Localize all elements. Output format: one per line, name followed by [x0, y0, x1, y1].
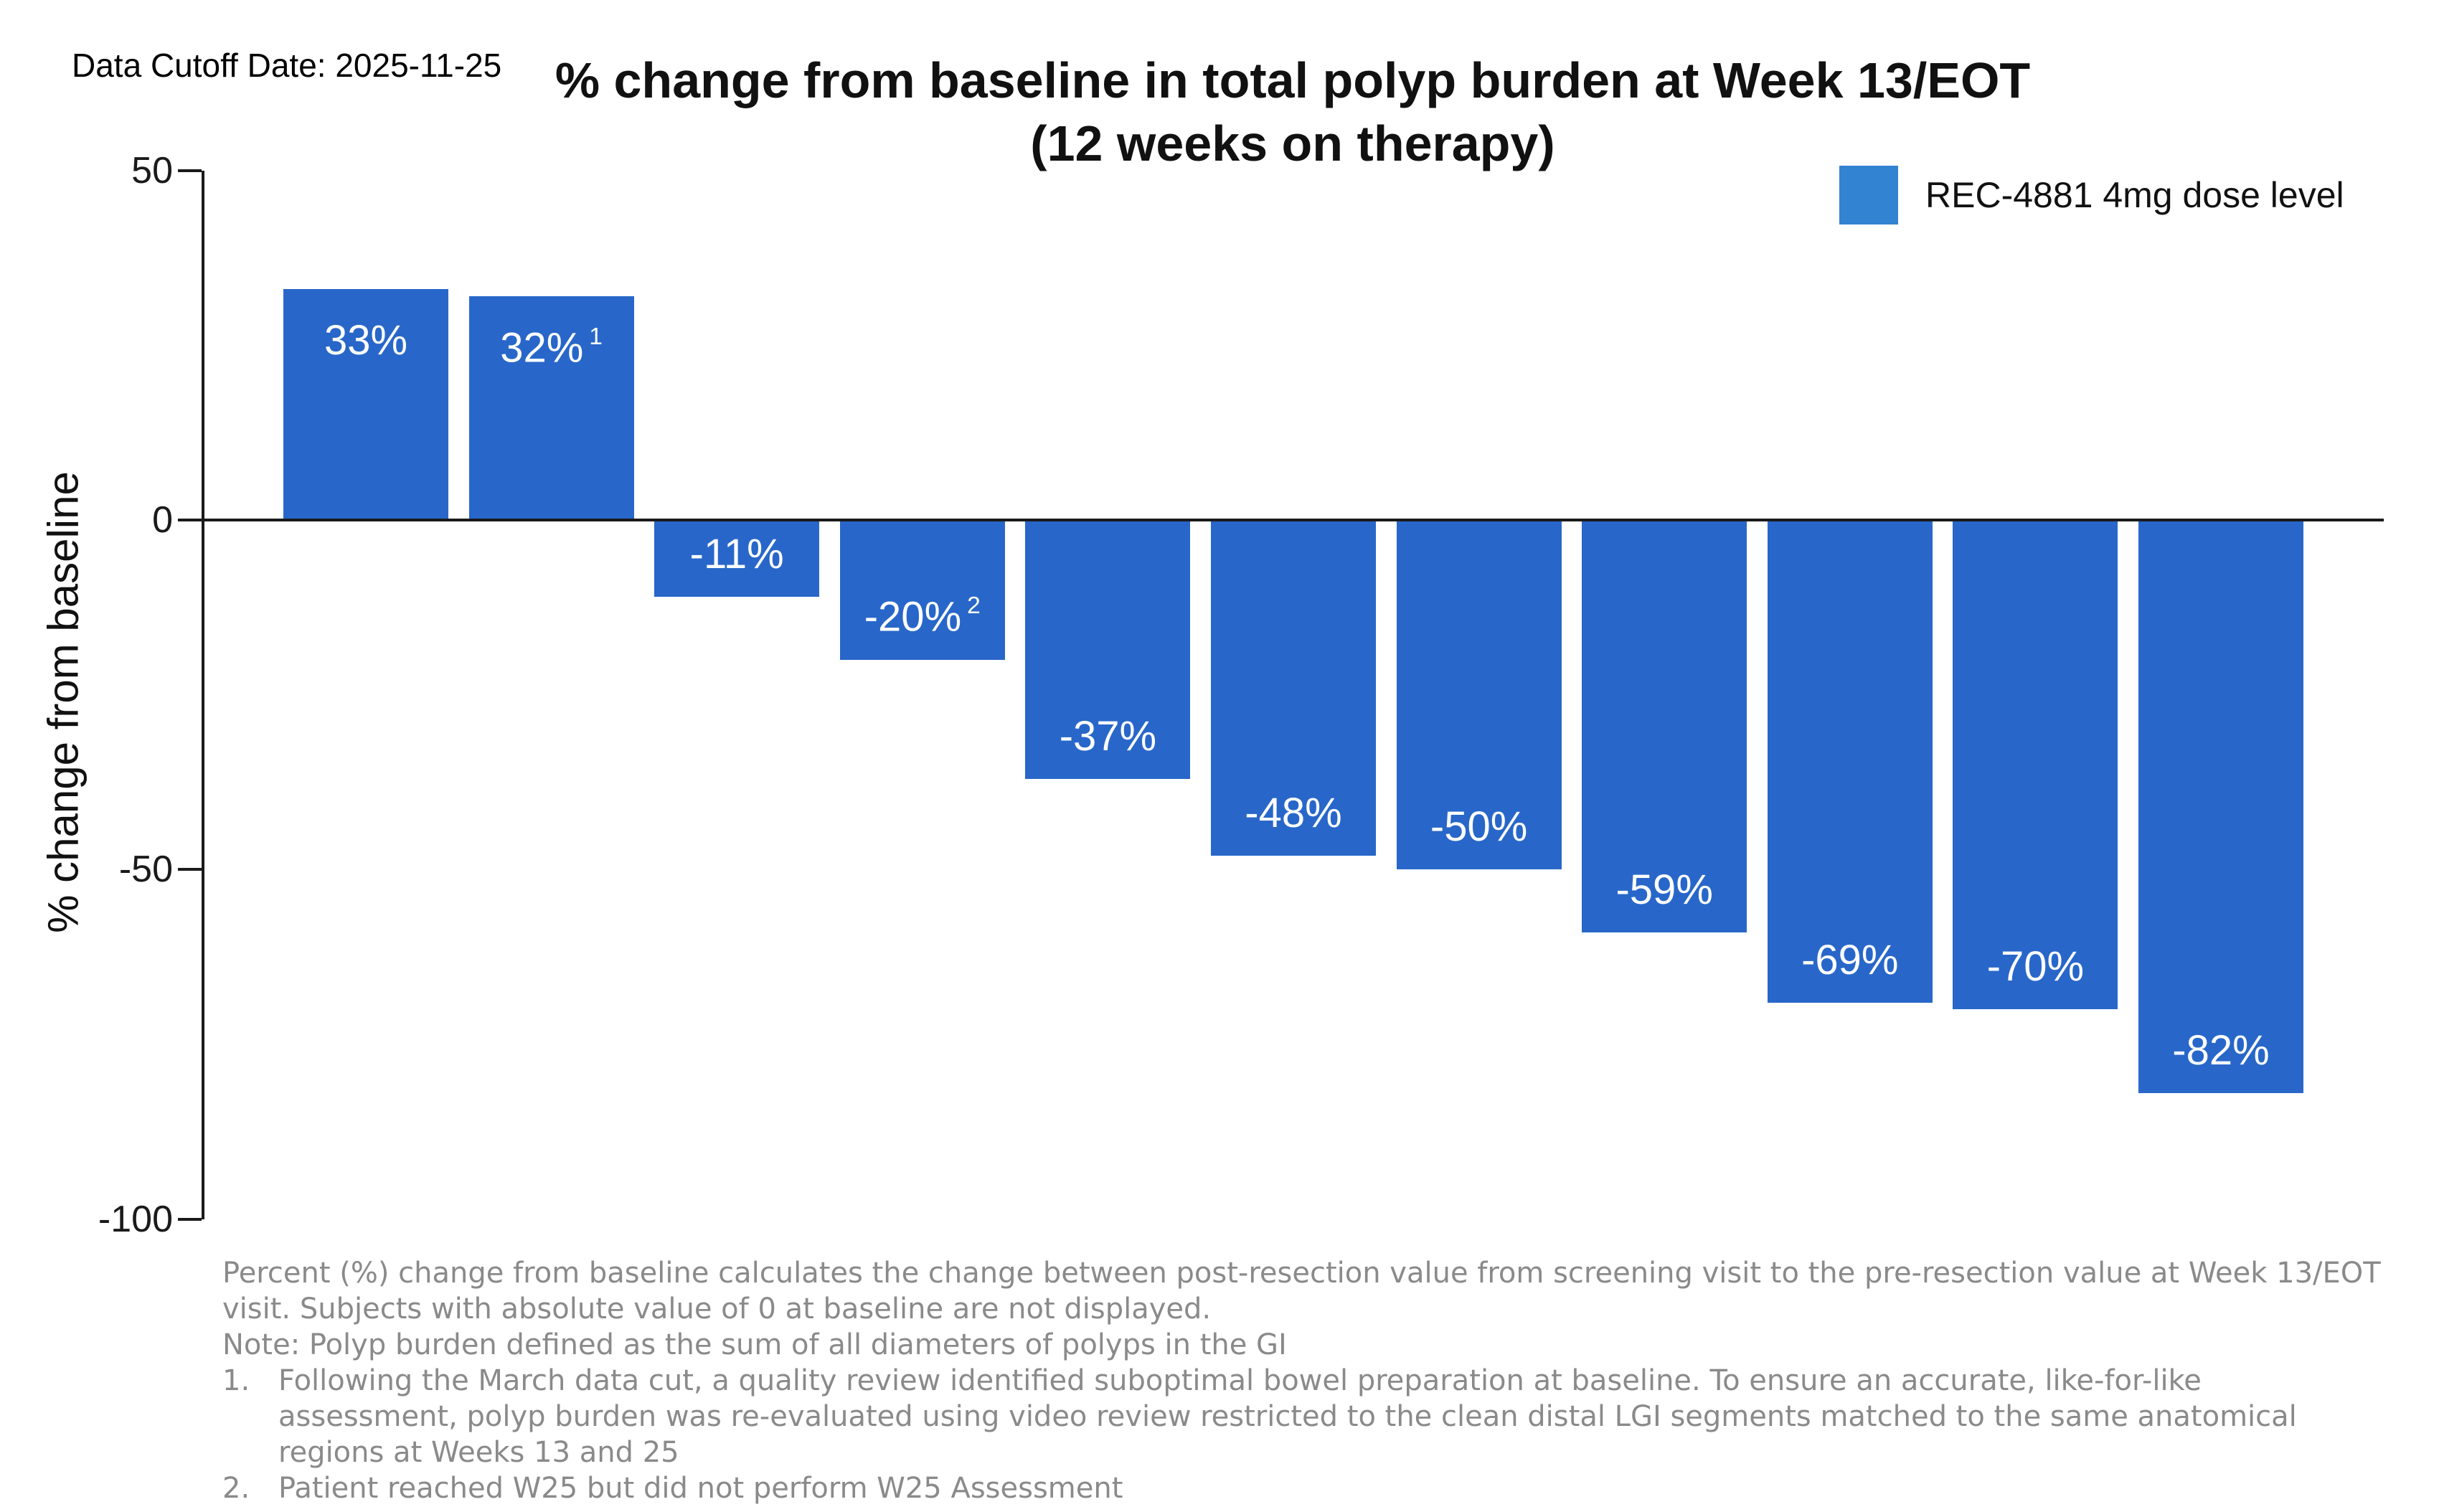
bar-value-label: 32% 1 — [500, 323, 603, 372]
bar-value-label: -37% — [1059, 712, 1157, 760]
y-tick-label: 50 — [131, 149, 173, 192]
bar[interactable]: -69% — [1767, 520, 1933, 1003]
footnote-note: Note: Polyp burden defined as the sum of… — [222, 1328, 1287, 1361]
footnote-number: 1. — [222, 1364, 250, 1397]
legend-item[interactable]: REC-4881 4mg dose level — [1839, 166, 2344, 225]
footnote-text: Following the March data cut, a quality … — [278, 1364, 2297, 1469]
bar[interactable]: -11% — [654, 520, 820, 597]
y-tick-label: -100 — [98, 1198, 173, 1240]
bar-value-label: 33% — [324, 317, 408, 364]
plot-area: 50 0 -50 -100 33% 32% 1 -11% -20% 2 -37% -48% -50% -5… — [98, 150, 2384, 1240]
bar[interactable]: -82% — [2138, 520, 2303, 1094]
legend-color-swatch — [1839, 166, 1898, 225]
bar[interactable]: -70% — [1953, 520, 2118, 1010]
y-axis-spine — [202, 171, 204, 1219]
zero-baseline-line — [202, 519, 2384, 521]
footnotes-block: Percent (%) change from baseline calcula… — [222, 1255, 2382, 1506]
bar[interactable]: -50% — [1396, 520, 1562, 870]
footnote-definition: Percent (%) change from baseline calcula… — [222, 1257, 2381, 1326]
bar[interactable]: -20% 2 — [839, 520, 1005, 660]
bar[interactable]: 33% — [283, 289, 448, 520]
chart-title: % change from baseline in total polyp bu… — [202, 49, 2384, 175]
y-tick-mark — [178, 169, 202, 172]
bar-value-label: -20% 2 — [864, 592, 981, 641]
legend-label: REC-4881 4mg dose level — [1925, 175, 2344, 215]
data-cutoff-date: Data Cutoff Date: 2025-11-25 — [72, 47, 502, 84]
footnote-item: 2. Patient reached W25 but did not perfor… — [222, 1470, 2382, 1506]
bar-label-superscript: 2 — [967, 592, 981, 620]
bar[interactable]: -48% — [1211, 520, 1376, 856]
bar[interactable]: 32% 1 — [468, 296, 634, 520]
bar-value-label: -48% — [1245, 789, 1342, 836]
bar-value-label: -11% — [689, 531, 784, 578]
chart-title-line1: % change from baseline in total polyp bu… — [555, 52, 2031, 108]
y-tick-label: 0 — [152, 499, 173, 541]
footnote-text: Patient reached W25 but did not perform … — [278, 1472, 1123, 1505]
bar-value-label: -70% — [1986, 943, 2085, 991]
y-tick-mark — [178, 519, 202, 521]
bar-value-label: -50% — [1430, 803, 1528, 851]
chart-title-line2: (12 weeks on therapy) — [1030, 115, 1555, 171]
y-tick-mark — [178, 1217, 202, 1221]
bar-value-label: -69% — [1801, 936, 1899, 983]
bar[interactable]: -59% — [1582, 520, 1747, 933]
bar[interactable]: -37% — [1025, 520, 1191, 779]
bar-label-superscript: 1 — [589, 323, 603, 351]
footnote-number: 2. — [222, 1472, 250, 1505]
footnote-item: 1. Following the March data cut, a qualit… — [222, 1363, 2382, 1470]
y-tick-label: -50 — [118, 849, 173, 891]
bar-value-label: -82% — [2172, 1027, 2270, 1074]
bar-value-label: -59% — [1615, 866, 1713, 914]
y-tick-mark — [178, 868, 202, 871]
